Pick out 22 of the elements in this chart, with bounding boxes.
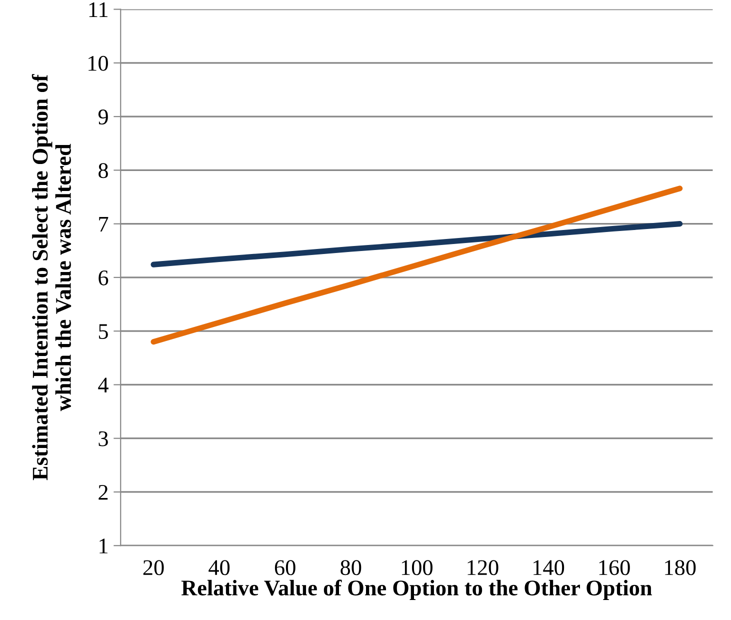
y-tick-label: 1 bbox=[100, 538, 108, 554]
y-tick-label: 7 bbox=[99, 216, 108, 232]
x-axis-title: Relative Value of One Option to the Other Option bbox=[181, 580, 652, 600]
y-tick-label: 11 bbox=[89, 2, 108, 18]
x-tick-label: 180 bbox=[665, 560, 696, 576]
y-tick-label: 6 bbox=[98, 270, 108, 286]
x-tick-label: 20 bbox=[143, 560, 164, 576]
y-tick-label: 10 bbox=[88, 56, 108, 71]
x-tick-label: 120 bbox=[468, 560, 498, 576]
x-tick-label: 160 bbox=[599, 560, 630, 576]
x-tick-label: 140 bbox=[534, 560, 564, 576]
y-axis-title: Estimated Intention to Select the Option of which the Value was Altered bbox=[32, 74, 72, 480]
x-tick-label: 100 bbox=[402, 560, 432, 576]
y-tick-label: 5 bbox=[98, 324, 108, 340]
y-tick-label: 4 bbox=[98, 378, 108, 392]
x-tick-label: 40 bbox=[208, 560, 230, 576]
x-tick-label: 60 bbox=[274, 560, 296, 576]
x-tick-label: 80 bbox=[340, 560, 362, 576]
y-tick-label: 3 bbox=[98, 431, 108, 446]
y-tick-label: 2 bbox=[98, 484, 108, 500]
y-tick-label: 9 bbox=[98, 110, 108, 124]
y-tick-label: 8 bbox=[98, 163, 108, 178]
